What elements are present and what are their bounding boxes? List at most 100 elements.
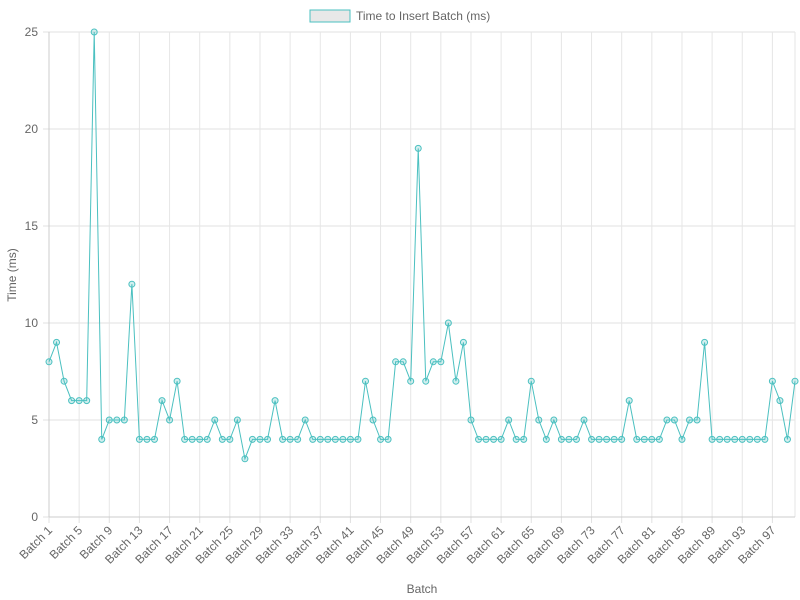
- data-point[interactable]: [294, 435, 302, 443]
- data-point[interactable]: [331, 435, 339, 443]
- data-point[interactable]: [369, 416, 377, 424]
- data-point[interactable]: [520, 435, 528, 443]
- data-point[interactable]: [399, 358, 407, 366]
- data-point[interactable]: [98, 435, 106, 443]
- data-point[interactable]: [120, 416, 128, 424]
- data-point[interactable]: [158, 397, 166, 405]
- data-point[interactable]: [633, 435, 641, 443]
- data-point[interactable]: [113, 416, 121, 424]
- data-point[interactable]: [670, 416, 678, 424]
- data-point[interactable]: [248, 435, 256, 443]
- data-point[interactable]: [211, 416, 219, 424]
- data-point[interactable]: [226, 435, 234, 443]
- data-point[interactable]: [550, 416, 558, 424]
- data-point[interactable]: [181, 435, 189, 443]
- data-point[interactable]: [83, 397, 91, 405]
- data-point[interactable]: [783, 435, 791, 443]
- data-point[interactable]: [173, 377, 181, 385]
- data-point[interactable]: [166, 416, 174, 424]
- data-point[interactable]: [68, 397, 76, 405]
- data-point[interactable]: [482, 435, 490, 443]
- data-point[interactable]: [339, 435, 347, 443]
- data-point[interactable]: [618, 435, 626, 443]
- data-point[interactable]: [196, 435, 204, 443]
- data-point[interactable]: [271, 397, 279, 405]
- data-point[interactable]: [701, 338, 709, 346]
- data-point[interactable]: [316, 435, 324, 443]
- data-point[interactable]: [105, 416, 113, 424]
- data-point[interactable]: [53, 338, 61, 346]
- data-point[interactable]: [580, 416, 588, 424]
- data-point[interactable]: [475, 435, 483, 443]
- data-point[interactable]: [505, 416, 513, 424]
- data-point[interactable]: [452, 377, 460, 385]
- data-point[interactable]: [648, 435, 656, 443]
- data-point[interactable]: [75, 397, 83, 405]
- data-point[interactable]: [90, 28, 98, 36]
- data-point[interactable]: [286, 435, 294, 443]
- data-point[interactable]: [603, 435, 611, 443]
- data-point[interactable]: [746, 435, 754, 443]
- data-point[interactable]: [490, 435, 498, 443]
- data-point[interactable]: [610, 435, 618, 443]
- data-point[interactable]: [738, 435, 746, 443]
- data-point[interactable]: [527, 377, 535, 385]
- data-point[interactable]: [422, 377, 430, 385]
- data-point[interactable]: [279, 435, 287, 443]
- data-point[interactable]: [678, 435, 686, 443]
- data-point[interactable]: [731, 435, 739, 443]
- data-point[interactable]: [143, 435, 151, 443]
- data-point[interactable]: [60, 377, 68, 385]
- data-point[interactable]: [392, 358, 400, 366]
- data-point[interactable]: [233, 416, 241, 424]
- data-point[interactable]: [467, 416, 475, 424]
- data-point[interactable]: [776, 397, 784, 405]
- data-point[interactable]: [535, 416, 543, 424]
- data-point[interactable]: [135, 435, 143, 443]
- data-point[interactable]: [188, 435, 196, 443]
- data-point[interactable]: [723, 435, 731, 443]
- data-point[interactable]: [264, 435, 272, 443]
- data-point[interactable]: [354, 435, 362, 443]
- data-point[interactable]: [361, 377, 369, 385]
- data-point[interactable]: [150, 435, 158, 443]
- data-point[interactable]: [761, 435, 769, 443]
- data-point[interactable]: [753, 435, 761, 443]
- data-point[interactable]: [128, 280, 136, 288]
- data-point[interactable]: [708, 435, 716, 443]
- data-point[interactable]: [693, 416, 701, 424]
- data-point[interactable]: [241, 455, 249, 463]
- data-point[interactable]: [377, 435, 385, 443]
- data-point[interactable]: [384, 435, 392, 443]
- data-point[interactable]: [640, 435, 648, 443]
- data-point[interactable]: [791, 377, 799, 385]
- data-point[interactable]: [663, 416, 671, 424]
- data-point[interactable]: [686, 416, 694, 424]
- data-point[interactable]: [429, 358, 437, 366]
- data-point[interactable]: [45, 358, 53, 366]
- data-point[interactable]: [324, 435, 332, 443]
- data-point[interactable]: [459, 338, 467, 346]
- data-point[interactable]: [309, 435, 317, 443]
- data-point[interactable]: [407, 377, 415, 385]
- data-point[interactable]: [768, 377, 776, 385]
- data-point[interactable]: [203, 435, 211, 443]
- data-point[interactable]: [256, 435, 264, 443]
- data-point[interactable]: [572, 435, 580, 443]
- legend-swatch[interactable]: [309, 9, 351, 23]
- data-point[interactable]: [346, 435, 354, 443]
- data-point[interactable]: [557, 435, 565, 443]
- data-point[interactable]: [414, 144, 422, 152]
- data-point[interactable]: [497, 435, 505, 443]
- data-point[interactable]: [565, 435, 573, 443]
- data-point[interactable]: [625, 397, 633, 405]
- data-point[interactable]: [595, 435, 603, 443]
- data-point[interactable]: [301, 416, 309, 424]
- data-point[interactable]: [512, 435, 520, 443]
- data-point[interactable]: [218, 435, 226, 443]
- data-point[interactable]: [716, 435, 724, 443]
- data-point[interactable]: [655, 435, 663, 443]
- data-point[interactable]: [542, 435, 550, 443]
- data-point[interactable]: [588, 435, 596, 443]
- legend[interactable]: Time to Insert Batch (ms): [309, 9, 490, 23]
